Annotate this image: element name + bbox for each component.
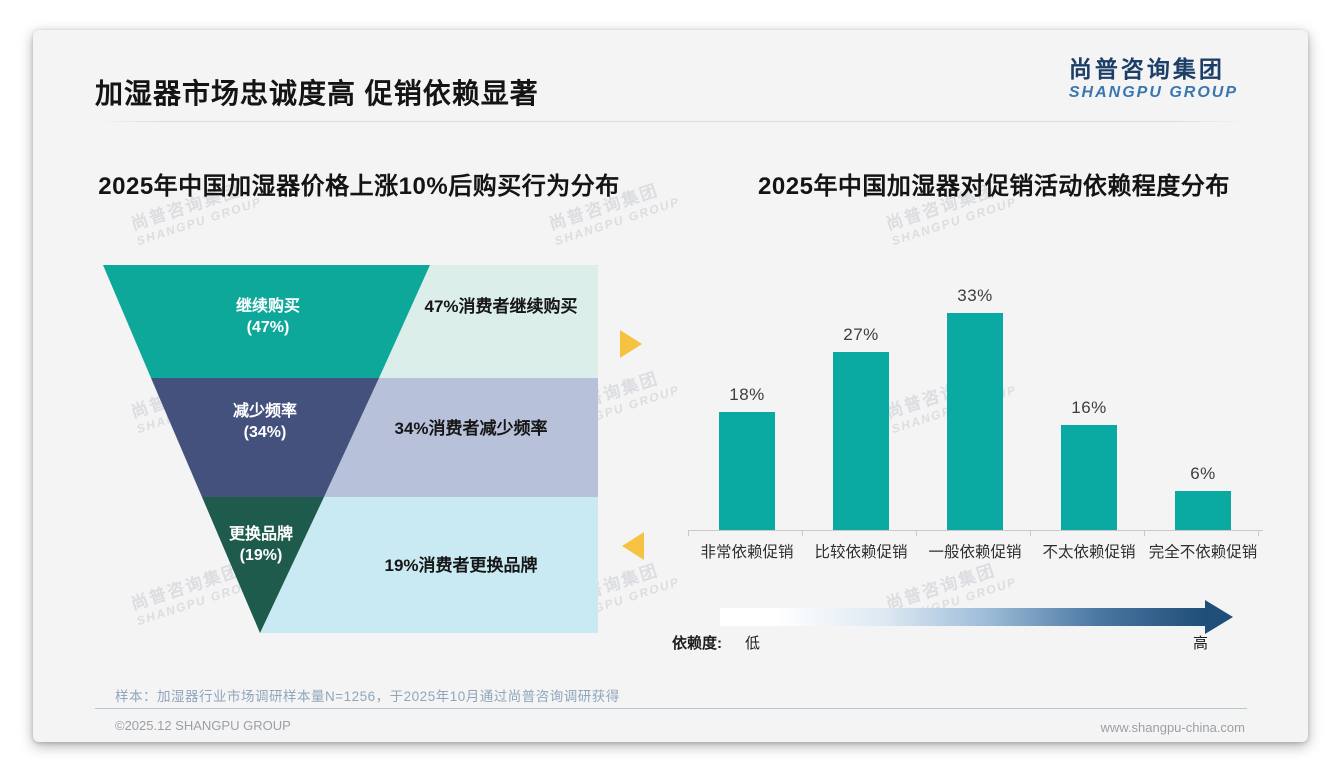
header-divider [95,121,1245,122]
funnel-segment-3-value: (19%) [239,547,283,564]
dependence-scale-high: 高 [1193,635,1209,652]
dependence-gradient-arrow [720,608,1205,626]
watermark-line2: SHANGPU GROUP [552,194,682,249]
funnel-segment-3-name: 更换品牌 [228,526,293,543]
bar [833,352,889,530]
bar-category-label: 比较依赖促销 [814,544,908,561]
bar [1175,491,1231,530]
axis-tick [688,531,689,536]
bar-value-label: 16% [1071,398,1107,417]
axis-tick [1030,531,1031,536]
brand-logo: 尚普咨询集团 SHANGPU GROUP [1069,56,1238,102]
footer-copyright: ©2025.12 SHANGPU GROUP [115,718,291,733]
funnel-segment-2 [151,378,379,497]
funnel-segment-1-value: (47%) [246,319,290,336]
slide-title: 加湿器市场忠诚度高 促销依赖显著 [95,78,539,109]
funnel-note-panel-3 [260,497,598,633]
brand-logo-en: SHANGPU GROUP [1068,84,1238,101]
funnel-chart: 继续购买 (47%) 减少频率 (34%) 更换品牌 (19%) 47%消费者继… [103,265,598,633]
bar-value-label: 27% [843,325,879,344]
bar-value-label: 6% [1190,464,1216,483]
bar-chart-title: 2025年中国加湿器对促销活动依赖程度分布 [758,173,1230,200]
axis-tick [1144,531,1145,536]
sample-footnote: 样本：加湿器行业市场调研样本量N=1256，于2025年10月通过尚普咨询调研获… [115,689,620,704]
funnel-segment-1-label: 继续购买 (47%) [188,296,348,338]
bar-value-label: 18% [729,385,765,404]
funnel-segment-2-value: (34%) [243,424,287,441]
bar-category-label: 一般依赖促销 [928,544,1022,561]
bar [719,412,775,530]
bar [947,313,1003,530]
funnel-chart-title: 2025年中国加湿器价格上涨10%后购买行为分布 [98,173,620,200]
funnel-shapes [103,265,598,633]
dependence-arrowhead-icon [1205,600,1233,634]
footer-website: www.shangpu-china.com [1100,720,1245,735]
watermark-line2: SHANGPU GROUP [889,194,1019,249]
funnel-note-panel-2 [324,378,598,497]
bar-category-label: 不太依赖促销 [1042,544,1136,561]
funnel-note-2: 34%消费者减少频率 [394,419,548,438]
funnel-note-3: 19%消费者更换品牌 [384,556,538,575]
funnel-segment-3 [202,497,324,633]
bar-category-label: 非常依赖促销 [700,544,794,561]
funnel-segment-1 [103,265,430,378]
dependence-scale-label: 依赖度: [672,635,722,652]
axis-tick [916,531,917,536]
brand-logo-cn: 尚普咨询集团 [1068,56,1225,82]
bar-chart-x-axis [688,530,1263,531]
bar [1061,425,1117,530]
pointer-left-icon [622,532,644,560]
funnel-segment-2-name: 减少频率 [232,403,297,420]
funnel-segment-1-name: 继续购买 [235,298,300,315]
slide-card: 尚普咨询集团 SHANGPU GROUP 尚普咨询集团 SHANGPU GROUP 尚普… [33,30,1308,742]
funnel-segment-3-label: 更换品牌 (19%) [181,524,341,566]
pointer-right-icon [620,330,642,358]
bar-chart: 18% 非常依赖促销 27% 比较依赖促销 33% 一般依赖促销 16% 不太依赖促销 6% 完全… [683,270,1265,570]
axis-tick [1258,531,1259,536]
watermark-line2: SHANGPU GROUP [134,194,264,249]
funnel-note-1: 47%消费者继续购买 [424,297,578,316]
funnel-segment-2-label: 减少频率 (34%) [185,401,345,443]
bar-category-label: 完全不依赖促销 [1148,544,1258,561]
footer-divider [95,708,1247,709]
dependence-scale-low: 低 [745,635,761,652]
bar-value-label: 33% [957,286,993,305]
axis-tick [802,531,803,536]
funnel-note-panel-1 [379,265,598,378]
